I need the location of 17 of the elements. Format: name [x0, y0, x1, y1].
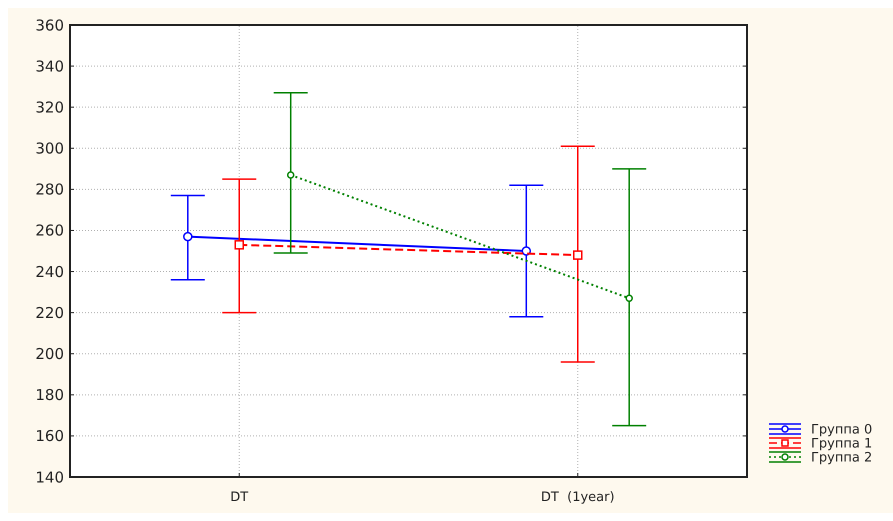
y-tick-label: 220 — [35, 304, 64, 322]
legend-label: Группа 2 — [811, 450, 872, 466]
y-tick-label: 280 — [35, 180, 64, 199]
y-tick-label: 320 — [35, 98, 64, 116]
y-tick-label: 240 — [35, 262, 64, 281]
y-tick-label: 180 — [35, 386, 64, 404]
y-tick-label: 200 — [35, 344, 64, 363]
y-tick-label: 140 — [35, 468, 64, 486]
y-tick-label: 160 — [35, 427, 64, 446]
y-tick-label: 260 — [35, 222, 64, 240]
y-tick-label: 360 — [35, 16, 64, 34]
y-tick-label: 300 — [35, 140, 64, 158]
x-tick-label: DT (1year) — [540, 490, 615, 505]
legend-label: Группа 0 — [811, 422, 872, 438]
legend-label: Группа 1 — [811, 436, 872, 452]
y-tick-label: 340 — [35, 57, 64, 76]
x-tick-label: DT — [230, 490, 248, 505]
